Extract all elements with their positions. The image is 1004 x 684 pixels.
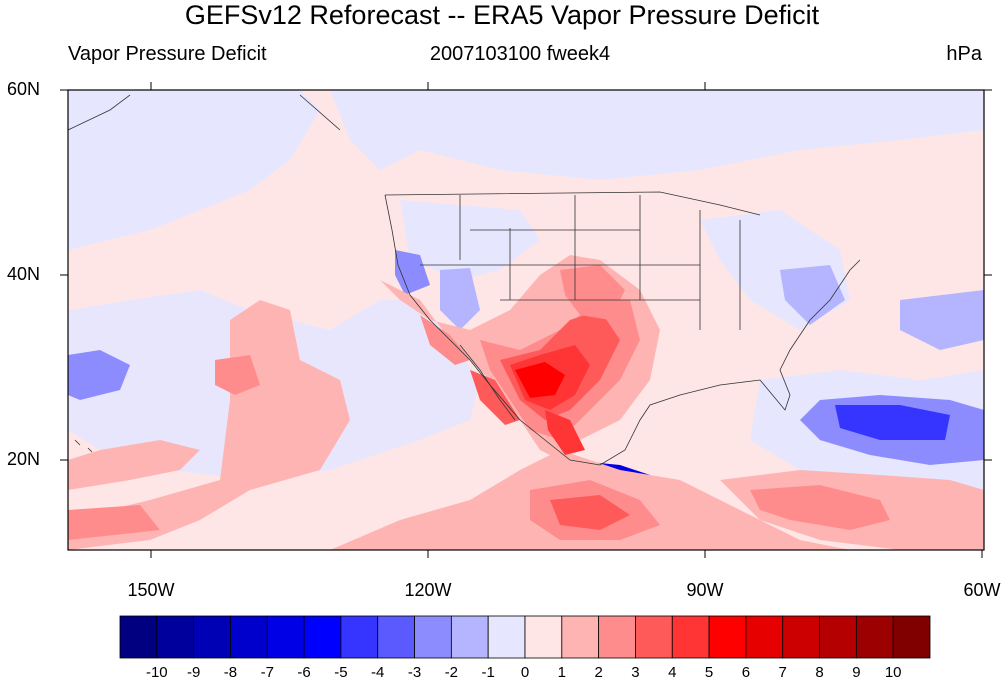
- colorbar-swatch: [855, 615, 894, 659]
- colorbar-tick-label: 8: [815, 664, 824, 681]
- colorbar-tick-label: -4: [371, 664, 385, 681]
- colorbar-swatch: [524, 615, 563, 659]
- colorbar-swatch: [671, 615, 710, 659]
- colorbar-tick-label: -7: [260, 664, 274, 681]
- colorbar-tick-label: 9: [852, 664, 861, 681]
- colorbar-tick-label: -2: [444, 664, 459, 681]
- units-subtitle: hPa: [946, 43, 982, 65]
- colorbar-swatch: [708, 615, 747, 659]
- colorbar-swatch: [892, 615, 931, 659]
- colorbar-swatch: [266, 615, 305, 659]
- axis-ticks: [60, 82, 992, 558]
- colorbar-swatch: [414, 615, 452, 659]
- colorbar-tick-label: 5: [704, 664, 714, 681]
- map-frame: [67, 89, 985, 551]
- date-subtitle: 2007103100 fweek4: [429, 43, 611, 65]
- colorbar-tick-label: -5: [334, 664, 348, 681]
- colorbar-tick-label: 1: [557, 664, 566, 681]
- colorbar-tick-label: -10: [145, 664, 168, 681]
- colorbar-tick-label: 6: [741, 664, 751, 681]
- lat-label-40n: 40N: [6, 264, 40, 284]
- lat-label-60n: 60N: [6, 79, 40, 99]
- colorbar-swatch: [230, 615, 268, 659]
- lat-label-20n: 20N: [6, 449, 40, 469]
- colorbar-swatch: [340, 615, 379, 659]
- lon-label-150w: 150W: [127, 580, 175, 600]
- colorbar-tick-label: -9: [186, 664, 201, 681]
- colorbar-swatch: [635, 615, 673, 659]
- colorbar-tick-label: 7: [778, 664, 787, 681]
- colorbar-tick-label: -1: [481, 664, 495, 681]
- colorbar-tick-label: 0: [520, 664, 530, 681]
- colorbar-tick-label: -6: [297, 664, 311, 681]
- colorbar-swatch: [193, 615, 231, 659]
- colorbar-swatch: [119, 615, 158, 659]
- colorbar-tick-label: 10: [884, 664, 902, 681]
- colorbar-swatch: [819, 615, 857, 659]
- lon-label-90w: 90W: [686, 580, 724, 600]
- colorbar-tick-label: -3: [407, 664, 422, 681]
- colorbar-swatch: [156, 615, 195, 659]
- colorbar-swatch: [487, 615, 526, 659]
- colorbar-tick-label: 4: [668, 664, 677, 681]
- colorbar-tick-label: -8: [223, 664, 238, 681]
- colorbar-swatch: [377, 615, 415, 659]
- lon-label-120w: 120W: [404, 580, 452, 600]
- map-title: GEFSv12 Reforecast -- ERA5 Vapor Pressur…: [184, 0, 820, 30]
- colorbar-swatch: [450, 615, 489, 659]
- colorbar-tick-label: 3: [631, 664, 640, 681]
- vpd-field: [68, 90, 984, 550]
- colorbar-swatch: [561, 615, 600, 659]
- colorbar-swatch: [598, 615, 636, 659]
- colorbar-tick-label: 2: [594, 664, 603, 681]
- coastline-lines: [68, 94, 861, 466]
- colorbar-swatch: [303, 615, 342, 659]
- variable-subtitle: Vapor Pressure Deficit: [68, 43, 267, 65]
- colorbar-swatch: [745, 615, 784, 659]
- lon-label-60w: 60W: [963, 580, 1001, 600]
- colorbar-swatch: [782, 615, 820, 659]
- colorbar: [119, 615, 931, 659]
